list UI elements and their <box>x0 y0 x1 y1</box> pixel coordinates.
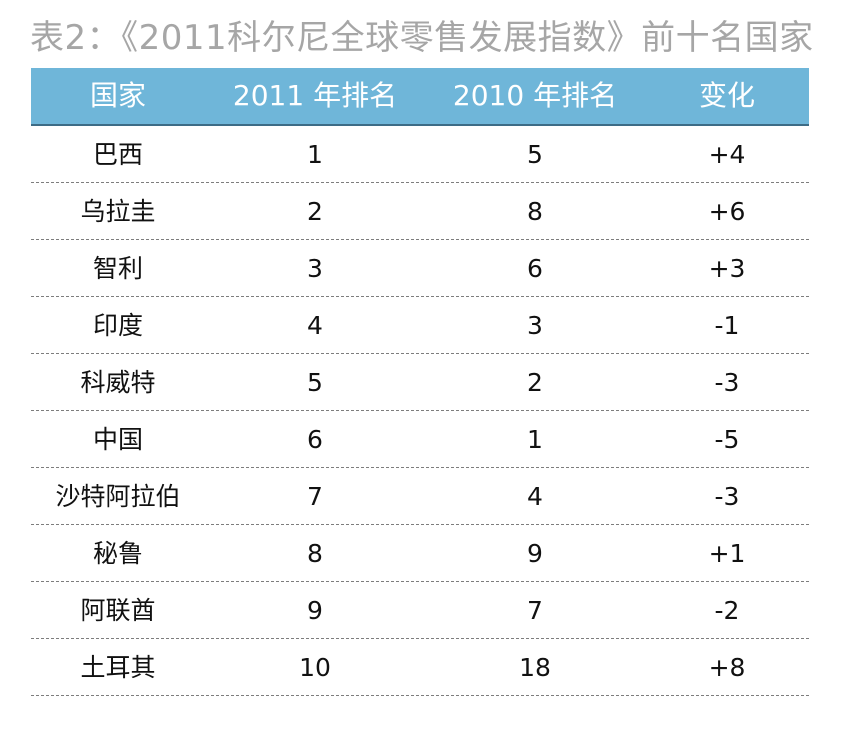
cell-rank-2011: 1 <box>307 140 323 169</box>
cell-change: -3 <box>714 482 740 511</box>
cell-rank-2010: 3 <box>527 311 543 340</box>
table-row: 科威特 5 2 -3 <box>31 354 809 411</box>
cell-rank-2010: 8 <box>527 197 543 226</box>
column-header-change: 变化 <box>698 79 755 112</box>
table-row: 秘鲁 8 9 +1 <box>31 525 809 582</box>
table-row: 沙特阿拉伯 7 4 -3 <box>31 468 809 525</box>
cell-country: 乌拉圭 <box>80 197 156 226</box>
cell-rank-2011: 3 <box>307 254 323 283</box>
cell-rank-2010: 7 <box>527 596 543 625</box>
cell-change: -2 <box>714 596 740 625</box>
table-row: 阿联酋 9 7 -2 <box>31 582 809 639</box>
table-row: 中国 6 1 -5 <box>31 411 809 468</box>
cell-rank-2010: 5 <box>527 140 543 169</box>
cell-rank-2010: 2 <box>527 368 543 397</box>
cell-change: -3 <box>714 368 740 397</box>
cell-change: -5 <box>714 425 740 454</box>
column-header-rank-2011: 2011 年排名 <box>232 79 398 112</box>
cell-rank-2010: 6 <box>527 254 543 283</box>
cell-rank-2010: 9 <box>527 539 543 568</box>
cell-rank-2010: 4 <box>527 482 543 511</box>
cell-rank-2011: 2 <box>307 197 323 226</box>
cell-country: 秘鲁 <box>92 539 143 568</box>
cell-change: +3 <box>708 254 746 283</box>
cell-rank-2010: 1 <box>527 425 543 454</box>
cell-country: 巴西 <box>92 140 143 169</box>
table-row: 巴西 1 5 +4 <box>31 126 809 183</box>
cell-country: 智利 <box>92 254 143 283</box>
cell-country: 科威特 <box>80 368 156 397</box>
cell-change: +6 <box>708 197 746 226</box>
ranking-table: 国家 2011 年排名 2010 年排名 变化 巴西 1 5 +4 乌拉圭 2 … <box>31 68 809 696</box>
cell-rank-2011: 6 <box>307 425 323 454</box>
table-row: 智利 3 6 +3 <box>31 240 809 297</box>
cell-rank-2011: 7 <box>307 482 323 511</box>
cell-rank-2011: 8 <box>307 539 323 568</box>
cell-country: 沙特阿拉伯 <box>55 482 181 511</box>
cell-country: 阿联酋 <box>80 596 156 625</box>
table-row: 印度 4 3 -1 <box>31 297 809 354</box>
column-header-rank-2010: 2010 年排名 <box>452 79 618 112</box>
column-header-country: 国家 <box>89 79 146 112</box>
cell-change: +1 <box>708 539 746 568</box>
cell-change: +8 <box>708 653 746 682</box>
cell-rank-2011: 10 <box>299 653 331 682</box>
cell-rank-2011: 5 <box>307 368 323 397</box>
cell-rank-2011: 4 <box>307 311 323 340</box>
cell-change: -1 <box>714 311 740 340</box>
cell-country: 印度 <box>92 311 143 340</box>
table-row: 土耳其 10 18 +8 <box>31 639 809 696</box>
cell-country: 中国 <box>92 425 143 454</box>
cell-country: 土耳其 <box>80 653 156 682</box>
table-row: 乌拉圭 2 8 +6 <box>31 183 809 240</box>
cell-rank-2010: 18 <box>519 653 551 682</box>
cell-change: +4 <box>708 140 746 169</box>
table-title: 表2：《2011科尔尼全球零售发展指数》前十名国家 <box>30 18 814 58</box>
table-header-row: 国家 2011 年排名 2010 年排名 变化 <box>31 68 809 126</box>
cell-rank-2011: 9 <box>307 596 323 625</box>
